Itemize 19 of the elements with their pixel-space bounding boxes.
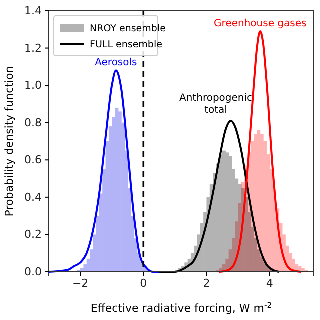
legend-label: NROY ensemble xyxy=(90,24,166,34)
y-tick-label: 0.2 xyxy=(24,228,42,242)
annotation: Aerosols xyxy=(95,58,138,69)
y-tick-label: 0.8 xyxy=(24,116,42,130)
y-tick-label: 1.2 xyxy=(24,42,42,55)
x-tick-label: 2 xyxy=(203,276,210,290)
x-tick-label: 4 xyxy=(266,276,274,290)
y-tick-label: 0.4 xyxy=(24,190,42,204)
y-axis-title: Probability density function xyxy=(3,66,16,217)
x-axis-title: Effective radiative forcing, W m$^{-2}$ xyxy=(90,300,272,315)
y-tick-label: 0.6 xyxy=(24,154,42,167)
x-tick-label: 0 xyxy=(140,276,148,290)
annotation: Greenhouse gases xyxy=(214,18,307,30)
y-tick-label: 0.0 xyxy=(24,266,42,279)
legend-label: FULL ensemble xyxy=(90,40,163,50)
y-tick-label: 1.4 xyxy=(24,4,42,18)
y-tick-label: 1.0 xyxy=(24,79,42,92)
annotation: Anthropogenic total xyxy=(180,92,253,116)
x-tick-label: −2 xyxy=(72,276,89,290)
